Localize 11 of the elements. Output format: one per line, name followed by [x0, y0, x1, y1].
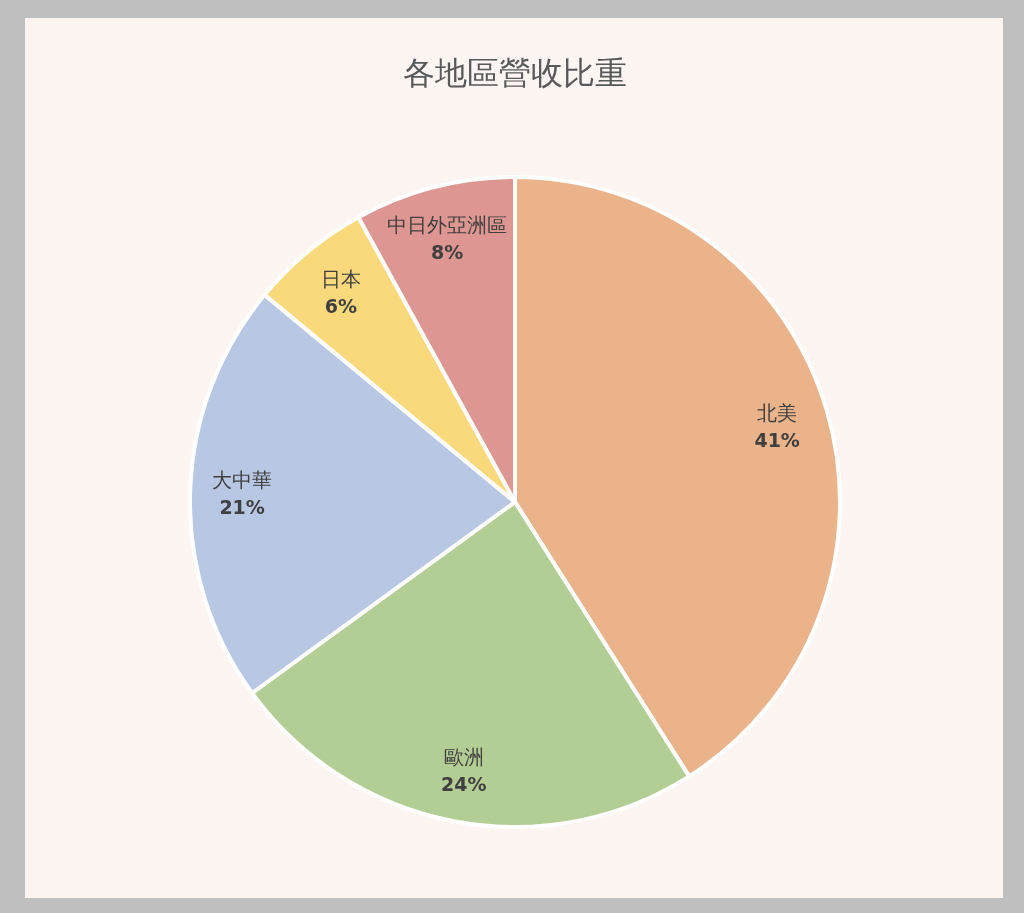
- slice-label: 北美: [757, 400, 798, 425]
- data-label: 8%: [430, 240, 464, 263]
- data-label: 24%: [441, 773, 487, 796]
- chart-title: 各地區營收比重: [403, 54, 627, 92]
- slice-label: 大中華: [212, 468, 273, 493]
- slice-label: 中日外亞洲區: [387, 212, 508, 237]
- data-label: 41%: [754, 428, 800, 451]
- slice-label: 歐洲: [443, 745, 484, 770]
- data-label: 6%: [324, 294, 358, 317]
- data-label: 21%: [219, 496, 265, 519]
- slice-label: 日本: [320, 266, 361, 291]
